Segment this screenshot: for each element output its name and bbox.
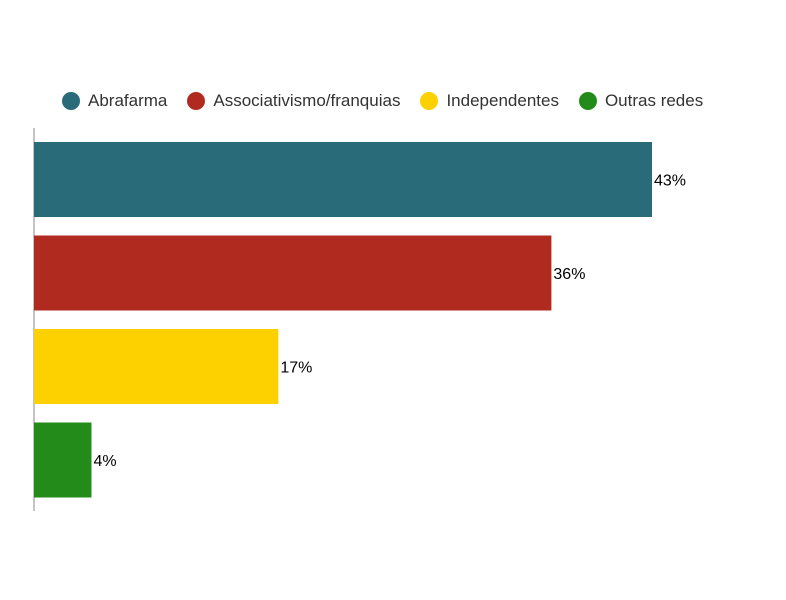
bar [34, 235, 552, 311]
bar-value-label: 36% [553, 266, 585, 283]
legend-swatch [420, 92, 439, 110]
chart-legend: Abrafarma Associativismo/franquias Indepen… [62, 88, 703, 114]
legend-label: Outras redes [604, 91, 704, 110]
legend-swatch [187, 92, 206, 110]
legend-swatch [578, 92, 597, 110]
legend-label: Independentes [446, 91, 559, 110]
bar [34, 422, 92, 498]
legend-swatch [62, 92, 80, 110]
legend-label: Associativismo/franquias [213, 91, 401, 110]
bar-value-label: 4% [93, 453, 116, 470]
legend-item: Abrafarma [62, 91, 167, 111]
legend-item: Outras redes [578, 91, 704, 111]
bar-value-label: 17% [280, 360, 312, 377]
legend-item: Independentes [420, 91, 559, 111]
bar [34, 329, 279, 404]
bars-group: 43% 36% 17% 4% [34, 142, 686, 498]
bar [34, 142, 652, 217]
bar-value-label: 43% [654, 173, 686, 190]
legend-item: Associativismo/franquias [187, 91, 400, 111]
legend-label: Abrafarma [88, 91, 168, 110]
